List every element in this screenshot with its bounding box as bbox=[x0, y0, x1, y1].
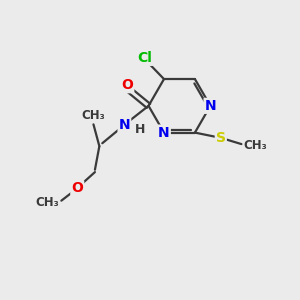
Text: O: O bbox=[71, 181, 83, 195]
Text: CH₃: CH₃ bbox=[243, 139, 267, 152]
Text: N: N bbox=[158, 126, 170, 140]
Text: CH₃: CH₃ bbox=[82, 109, 105, 122]
Text: N: N bbox=[118, 118, 130, 132]
Text: H: H bbox=[135, 123, 145, 136]
Text: N: N bbox=[205, 99, 216, 113]
Text: Cl: Cl bbox=[137, 51, 152, 65]
Text: O: O bbox=[122, 78, 133, 92]
Text: S: S bbox=[216, 131, 226, 145]
Text: CH₃: CH₃ bbox=[35, 196, 59, 209]
